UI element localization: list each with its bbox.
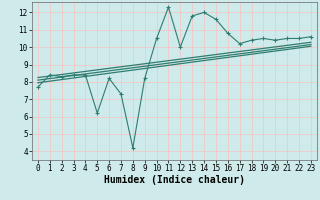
X-axis label: Humidex (Indice chaleur): Humidex (Indice chaleur) [104, 175, 245, 185]
